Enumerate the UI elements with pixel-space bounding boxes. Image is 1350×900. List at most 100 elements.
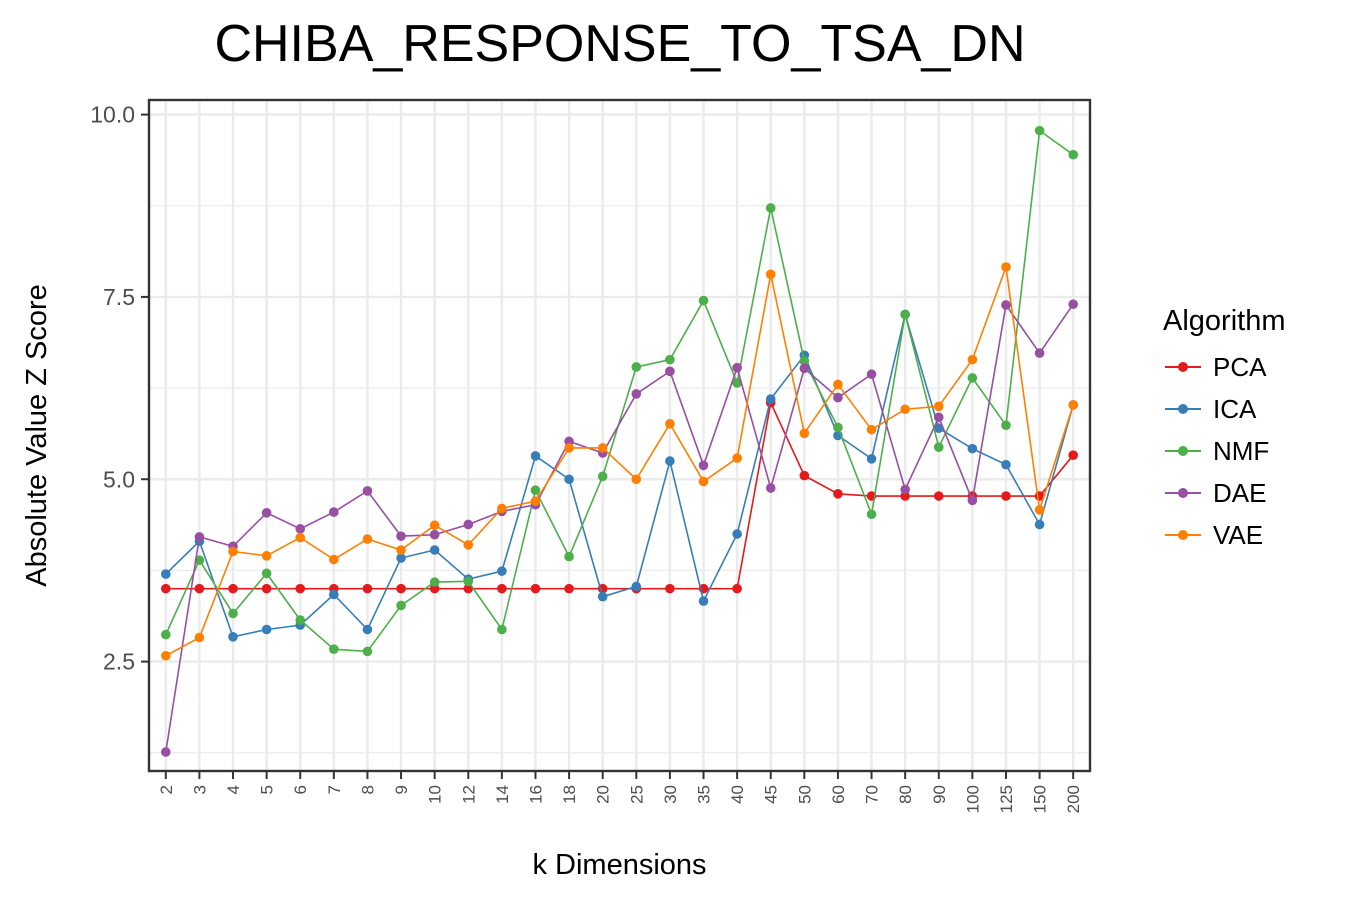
data-point-dae: [396, 531, 406, 541]
data-point-ica: [631, 581, 642, 592]
y-tick-label: 5.0: [103, 466, 135, 492]
data-point-nmf: [362, 646, 373, 657]
series-line-pca: [165, 400, 1074, 590]
legend-title: Algorithm: [1163, 305, 1286, 337]
legend-key: [1163, 357, 1203, 377]
data-point-pca: [396, 583, 406, 594]
data-point-vae: [463, 540, 474, 550]
x-tick-label: 4: [224, 785, 243, 794]
x-tick-label: 40: [728, 785, 747, 804]
data-point-pca: [463, 583, 474, 594]
data-point-nmf: [732, 378, 742, 388]
data-point-dae: [900, 484, 910, 495]
data-point-pca: [228, 583, 238, 594]
data-point-nmf: [765, 203, 776, 213]
legend-key: [1163, 483, 1203, 503]
data-point-nmf: [597, 471, 608, 482]
data-point-ica: [597, 591, 608, 602]
data-point-ica: [497, 566, 507, 576]
x-tick-label: 20: [594, 785, 613, 804]
data-point-nmf: [261, 568, 272, 579]
x-tick-label: 9: [392, 785, 411, 794]
data-point-nmf: [194, 555, 205, 566]
x-tick-label: 45: [762, 785, 781, 804]
data-point-ica: [396, 553, 406, 563]
data-point-vae: [261, 551, 272, 561]
data-point-ica: [698, 596, 709, 606]
legend-label: PCA: [1213, 351, 1267, 382]
data-point-vae: [1034, 505, 1045, 515]
legend-label: NMF: [1213, 435, 1270, 466]
data-point-nmf: [1001, 420, 1011, 431]
data-point-pca: [1068, 450, 1078, 460]
data-point-dae: [362, 486, 373, 496]
data-point-ica: [665, 456, 675, 466]
data-point-nmf: [228, 608, 238, 619]
data-point-dae: [967, 495, 978, 506]
data-point-nmf: [1034, 125, 1045, 136]
data-point-dae: [732, 362, 742, 373]
data-point-dae: [799, 363, 810, 374]
data-point-pca: [732, 583, 742, 594]
data-point-pca: [362, 583, 373, 594]
data-point-ica: [765, 394, 776, 404]
legend-item-ica: ICA: [1163, 388, 1286, 430]
data-point-dae: [698, 460, 709, 471]
data-point-pca: [665, 583, 675, 594]
data-point-nmf: [698, 295, 709, 306]
data-point-vae: [665, 419, 675, 429]
data-point-ica: [530, 451, 541, 461]
data-point-dae: [161, 747, 171, 757]
data-point-ica: [967, 443, 978, 454]
data-point-nmf: [497, 624, 507, 635]
data-point-pca: [833, 489, 843, 499]
data-point-pca: [429, 583, 440, 594]
x-tick-label: 7: [325, 785, 344, 794]
data-point-vae: [900, 404, 910, 415]
x-axis-label: k Dimensions: [532, 849, 706, 881]
data-point-vae: [396, 545, 406, 555]
legend-key-point: [1178, 404, 1188, 414]
data-point-ica: [228, 632, 238, 642]
x-tick-label: 6: [291, 785, 310, 794]
legend-label: DAE: [1213, 477, 1267, 508]
data-point-dae: [1034, 348, 1045, 358]
data-point-pca: [933, 491, 944, 501]
data-point-nmf: [631, 362, 642, 372]
data-point-dae: [1001, 300, 1011, 310]
legend: Algorithm PCA ICA NMF DAE VAE: [1163, 305, 1286, 556]
x-tick-label: 70: [863, 785, 882, 804]
data-point-vae: [933, 401, 944, 412]
y-tick-label: 7.5: [103, 284, 135, 310]
legend-item-vae: VAE: [1163, 514, 1286, 556]
data-point-nmf: [866, 509, 877, 520]
data-point-nmf: [833, 422, 843, 433]
x-tick-label: 18: [560, 785, 579, 804]
x-tick-label: 100: [963, 785, 982, 813]
data-point-vae: [228, 546, 238, 557]
data-point-dae: [631, 389, 642, 399]
data-point-vae: [967, 354, 978, 365]
data-point-nmf: [933, 442, 944, 452]
legend-item-pca: PCA: [1163, 346, 1286, 388]
x-tick-label: 16: [526, 785, 545, 804]
data-point-dae: [194, 532, 205, 542]
series-line-ica: [165, 311, 1074, 638]
x-tick-label: 125: [997, 785, 1016, 813]
data-point-vae: [362, 534, 373, 544]
legend-item-dae: DAE: [1163, 472, 1286, 514]
data-point-dae: [1068, 299, 1078, 310]
data-point-ica: [564, 474, 574, 485]
legend-key-point: [1178, 530, 1188, 540]
data-point-pca: [1001, 491, 1011, 501]
data-point-dae: [665, 366, 675, 377]
data-point-dae: [833, 392, 843, 403]
data-point-vae: [833, 379, 843, 390]
legend-key-point: [1178, 488, 1188, 498]
legend-item-nmf: NMF: [1163, 430, 1286, 472]
x-tick-label: 14: [493, 785, 512, 804]
data-point-vae: [497, 503, 507, 514]
data-point-nmf: [967, 373, 978, 383]
data-point-nmf: [530, 485, 541, 496]
data-point-pca: [194, 583, 205, 594]
